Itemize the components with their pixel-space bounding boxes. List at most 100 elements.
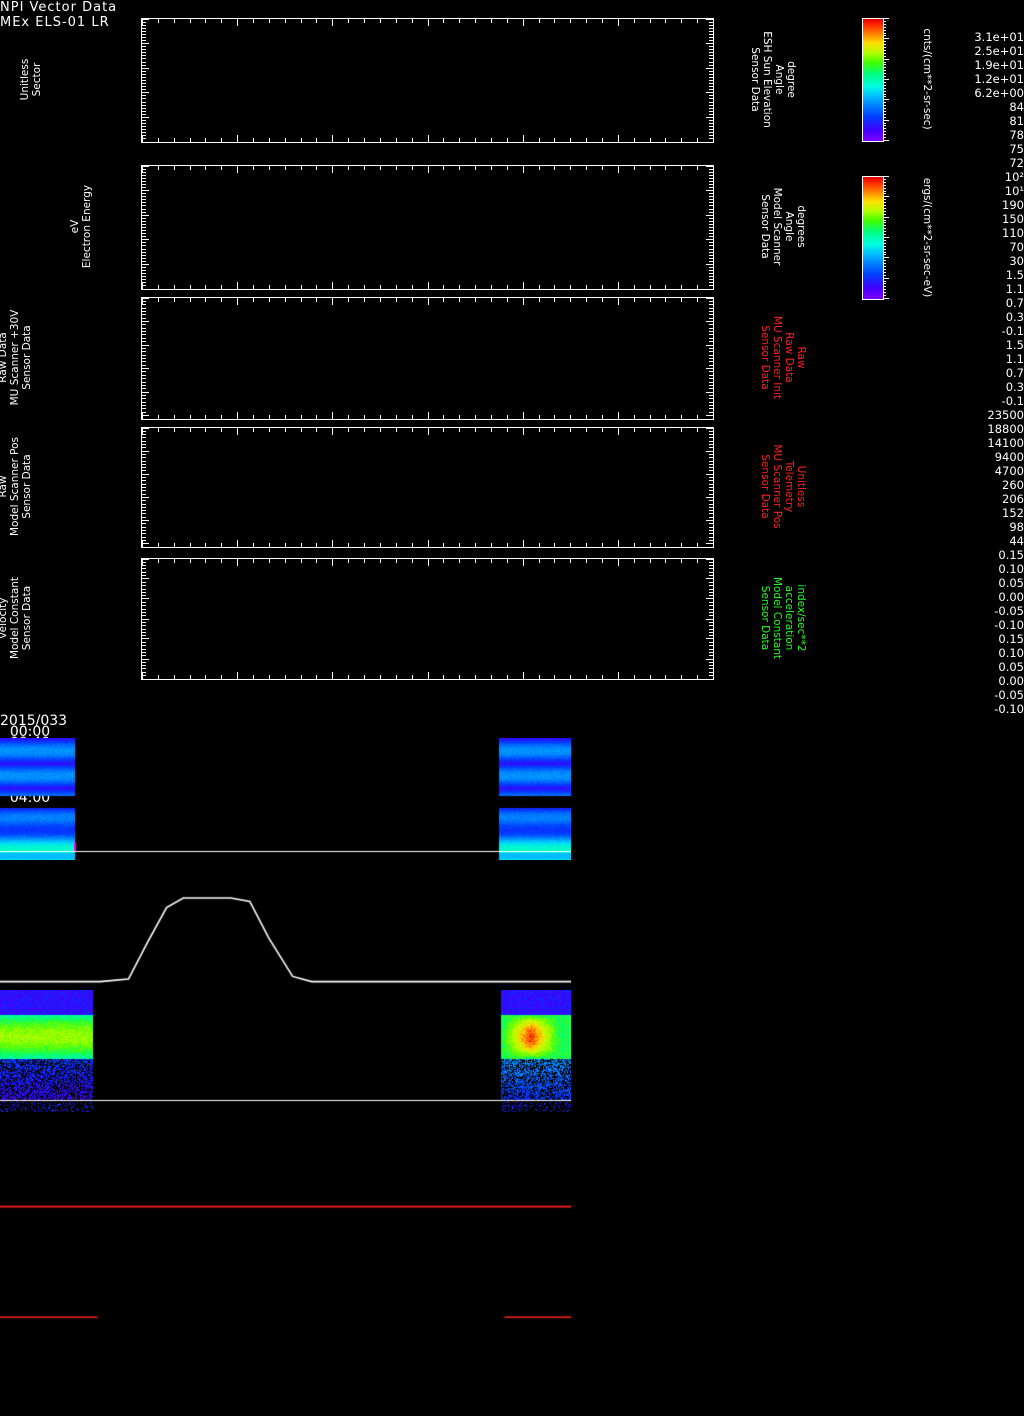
axis-tick xyxy=(709,635,713,637)
axis-tick xyxy=(443,298,444,302)
axis-tick xyxy=(142,388,146,390)
axis-tick xyxy=(301,428,302,432)
axis-tick xyxy=(142,129,146,131)
axis-tick xyxy=(142,187,146,189)
axis-tick xyxy=(706,391,713,393)
axis-tick xyxy=(713,559,714,566)
axis-tick xyxy=(142,86,146,88)
cbar-minor-tick xyxy=(883,283,886,285)
axis-tick xyxy=(142,314,146,316)
axis-tick xyxy=(709,437,713,439)
axis-tick xyxy=(142,364,146,366)
axis-tick xyxy=(706,520,713,522)
axis-tick xyxy=(316,543,317,547)
axis-tick xyxy=(709,361,713,363)
axis-tick xyxy=(697,285,698,289)
axis-tick xyxy=(475,543,476,547)
cbar-minor-tick xyxy=(883,73,886,75)
axis-tick xyxy=(709,591,713,593)
axis-tick xyxy=(142,405,146,407)
axis-tick xyxy=(158,415,159,419)
axis-tick xyxy=(142,601,146,603)
axis-tick xyxy=(301,415,302,419)
axis-tick xyxy=(142,307,146,309)
axis-tick xyxy=(142,430,146,432)
cbar-minor-tick xyxy=(883,47,886,49)
axis-tick xyxy=(709,621,713,623)
axis-tick xyxy=(570,675,571,679)
y-tick-label: 1.1 xyxy=(1005,352,1024,366)
axis-tick xyxy=(142,483,146,485)
axis-tick xyxy=(554,19,555,23)
cbar-minor-tick xyxy=(883,242,886,244)
axis-tick xyxy=(269,166,270,170)
axis-tick xyxy=(539,285,540,289)
axis-tick xyxy=(142,561,146,563)
axis-tick xyxy=(142,55,146,57)
axis-tick xyxy=(681,166,682,170)
axis-tick xyxy=(475,428,476,432)
axis-tick xyxy=(709,585,713,587)
axis-tick xyxy=(285,138,286,142)
axis-tick xyxy=(634,559,635,563)
axis-tick xyxy=(428,428,429,435)
axis-tick xyxy=(709,193,713,195)
axis-tick xyxy=(142,487,146,488)
axis-tick xyxy=(221,166,222,170)
axis-tick xyxy=(142,190,149,192)
axis-tick xyxy=(709,55,713,57)
axis-tick xyxy=(142,217,146,219)
axis-tick xyxy=(221,675,222,679)
y-tick-label: 10² xyxy=(1004,170,1024,184)
y-tick-label: 6.2e+00 xyxy=(974,86,1024,100)
cbar-minor-tick xyxy=(883,55,886,57)
axis-tick xyxy=(523,298,524,305)
axis-tick xyxy=(491,543,492,547)
axis-tick xyxy=(221,428,222,432)
axis-tick xyxy=(709,64,713,66)
axis-tick xyxy=(316,298,317,302)
axis-tick xyxy=(142,310,146,312)
axis-tick xyxy=(142,331,146,333)
axis-tick xyxy=(602,285,603,289)
axis-tick xyxy=(539,19,540,23)
axis-tick xyxy=(709,27,713,29)
panel-title-mex-els-01-lr: MEx ELS-01 LR xyxy=(0,15,110,30)
axis-tick xyxy=(709,347,713,349)
axis-tick xyxy=(709,533,713,535)
axis-tick xyxy=(709,174,713,176)
axis-tick xyxy=(332,672,333,679)
axis-tick xyxy=(190,298,191,302)
axis-tick xyxy=(142,543,149,545)
axis-tick xyxy=(142,529,146,531)
axis-tick xyxy=(142,288,149,290)
axis-tick xyxy=(142,21,146,23)
axis-tick xyxy=(174,428,175,432)
axis-tick xyxy=(269,138,270,142)
axis-tick xyxy=(709,126,713,128)
axis-tick xyxy=(190,166,191,170)
axis-tick xyxy=(396,559,397,563)
axis-tick xyxy=(475,19,476,23)
panel-model-constant-velocity xyxy=(141,558,714,680)
axis-tick xyxy=(709,208,713,210)
axis-tick xyxy=(142,76,146,78)
axis-tick xyxy=(174,543,175,547)
axis-tick xyxy=(709,615,713,617)
caption-line: Model Scanner xyxy=(771,187,783,266)
axis-tick xyxy=(380,543,381,547)
axis-tick xyxy=(142,408,146,410)
axis-tick xyxy=(709,539,713,541)
axis-tick xyxy=(412,166,413,170)
y-tick-label: 1.1 xyxy=(1005,282,1024,296)
axis-tick xyxy=(412,675,413,679)
axis-tick xyxy=(475,166,476,170)
axis-tick xyxy=(709,98,713,100)
axis-tick xyxy=(709,665,713,667)
axis-tick xyxy=(380,166,381,170)
axis-tick xyxy=(523,672,524,679)
axis-tick xyxy=(142,347,146,349)
axis-tick xyxy=(269,415,270,419)
y-tick-label: 1.5 xyxy=(1005,268,1024,282)
axis-tick xyxy=(142,506,146,508)
